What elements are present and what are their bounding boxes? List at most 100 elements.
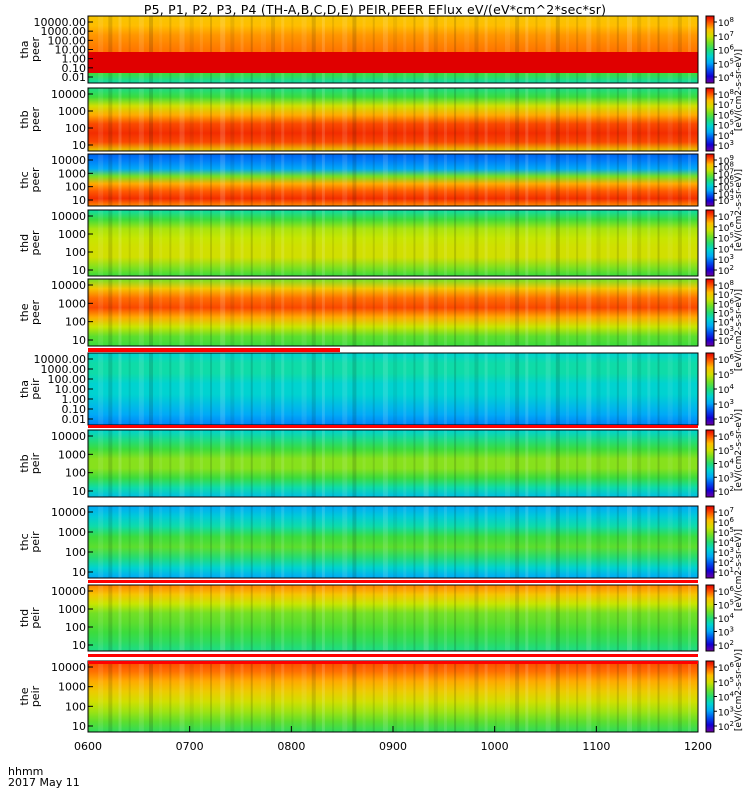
- y-tick-label: 1.00: [62, 53, 87, 66]
- texture-streak: [169, 353, 172, 425]
- texture-streak: [474, 154, 479, 206]
- texture-streak: [281, 154, 285, 206]
- texture-streak: [504, 353, 510, 425]
- spectrogram-panel: 10000100010010thepeer1081071061051041031…: [18, 278, 734, 347]
- texture-streak: [637, 353, 642, 425]
- texture-streak: [423, 661, 429, 732]
- y-tick-label: 10: [72, 485, 86, 498]
- texture-streak: [688, 88, 692, 151]
- y-axis-label: peir: [29, 685, 42, 707]
- texture-streak: [149, 430, 154, 497]
- texture-streak: [311, 430, 316, 497]
- texture-streak: [606, 88, 610, 151]
- texture-streak: [403, 210, 407, 276]
- texture-streak: [677, 430, 682, 497]
- y-axis-label: peer: [29, 167, 42, 193]
- texture-streak: [281, 210, 285, 276]
- texture-streak: [291, 661, 294, 732]
- texture-streak: [565, 154, 569, 206]
- texture-streak: [393, 506, 398, 578]
- texture-streak: [159, 210, 163, 276]
- texture-streak: [637, 661, 642, 732]
- texture-streak: [301, 506, 307, 578]
- colorbar-tick-label: 104: [718, 458, 734, 471]
- texture-streak: [433, 279, 438, 346]
- texture-streak: [484, 661, 488, 732]
- panel-frame: [87, 505, 699, 579]
- fill-bar: [88, 661, 698, 664]
- texture-streak: [88, 210, 90, 276]
- texture-streak: [657, 430, 660, 497]
- texture-streak: [657, 279, 660, 346]
- texture-streak: [210, 661, 213, 732]
- texture-streak: [454, 154, 457, 206]
- texture-streak: [149, 16, 154, 83]
- texture-streak: [494, 16, 497, 83]
- texture-streak: [88, 154, 90, 206]
- texture-streak: [281, 16, 285, 83]
- texture-streak: [657, 88, 660, 151]
- y-tick-label: 10000: [51, 430, 86, 443]
- y-axis-label: the: [18, 687, 31, 705]
- texture-streak: [565, 430, 569, 497]
- texture-streak: [433, 430, 438, 497]
- texture-streak: [128, 154, 131, 206]
- y-tick-label: 0.10: [62, 62, 87, 75]
- texture-streak: [525, 430, 529, 497]
- texture-streak: [596, 430, 601, 497]
- texture-streak: [393, 353, 398, 425]
- texture-streak: [159, 506, 163, 578]
- texture-streak: [342, 154, 348, 206]
- texture-streak: [596, 353, 601, 425]
- colorbar-tick-label: 106: [718, 661, 734, 674]
- texture-streak: [525, 210, 529, 276]
- texture-streak: [301, 585, 307, 651]
- texture-streak: [647, 430, 651, 497]
- texture-streak: [576, 353, 579, 425]
- texture-streak: [443, 353, 447, 425]
- colorbar-tick-label: 103: [718, 705, 734, 718]
- texture-streak: [332, 210, 335, 276]
- texture-streak: [545, 154, 551, 206]
- texture-streak: [271, 506, 276, 578]
- texture-streak: [108, 210, 113, 276]
- texture-streak: [159, 88, 163, 151]
- texture-streak: [372, 279, 375, 346]
- texture-streak: [250, 353, 253, 425]
- texture-streak: [281, 279, 285, 346]
- texture-streak: [576, 430, 579, 497]
- texture-streak: [199, 210, 203, 276]
- texture-streak: [443, 585, 447, 651]
- y-tick-label: 100: [65, 621, 86, 634]
- texture-streak: [169, 210, 172, 276]
- texture-streak: [688, 506, 692, 578]
- colorbar-tick-label: 105: [718, 57, 734, 70]
- texture-streak: [128, 353, 131, 425]
- texture-streak: [250, 430, 253, 497]
- texture-streak: [423, 279, 429, 346]
- texture-streak: [616, 88, 619, 151]
- texture-streak: [677, 154, 682, 206]
- y-tick-label: 10: [72, 566, 86, 579]
- texture-streak: [413, 279, 416, 346]
- texture-streak: [647, 210, 651, 276]
- colorbar-tick-label: 105: [718, 676, 734, 689]
- texture-streak: [616, 585, 619, 651]
- y-tick-label: 1000: [58, 681, 86, 694]
- texture-streak: [515, 353, 520, 425]
- texture-streak: [220, 210, 226, 276]
- texture-streak: [311, 16, 316, 83]
- texture-streak: [199, 16, 203, 83]
- y-tick-label: 100: [65, 467, 86, 480]
- colorbar-tick-label: 106: [718, 585, 734, 598]
- texture-streak: [403, 661, 407, 732]
- texture-streak: [423, 506, 429, 578]
- texture-streak: [118, 353, 122, 425]
- texture-streak: [393, 430, 398, 497]
- texture-streak: [586, 210, 592, 276]
- texture-streak: [199, 506, 203, 578]
- texture-streak: [647, 16, 651, 83]
- texture-streak: [281, 661, 285, 732]
- texture-streak: [382, 506, 388, 578]
- texture-streak: [565, 661, 569, 732]
